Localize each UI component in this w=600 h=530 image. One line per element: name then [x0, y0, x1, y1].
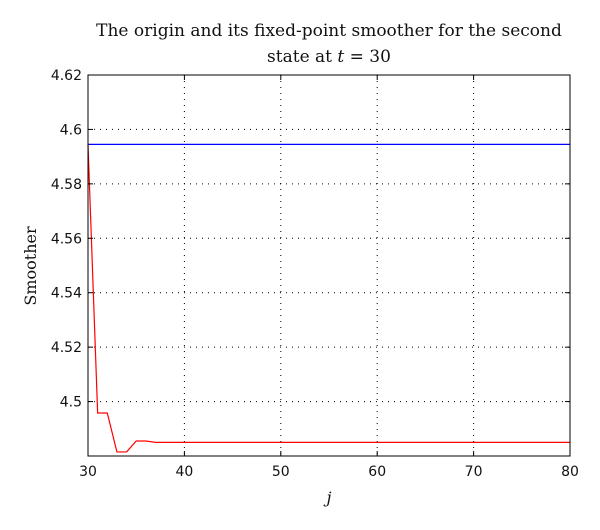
- y-tick-label: 4.58: [51, 177, 82, 193]
- y-tick-label: 4.5: [60, 395, 82, 411]
- x-tick-label: 40: [175, 464, 193, 480]
- series-layer: [87, 143, 570, 453]
- x-tick-label: 80: [561, 464, 579, 480]
- chart-title-line-2-prefix: state at: [267, 47, 337, 67]
- chart-title-line-2-var: t: [337, 47, 344, 67]
- y-axis-label: Smoother: [21, 226, 40, 306]
- y-tick-label: 4.54: [51, 286, 82, 302]
- x-axis-label: j: [324, 488, 332, 507]
- x-tick-label: 30: [79, 464, 97, 480]
- x-tick-label: 70: [465, 464, 483, 480]
- plot-frame: [87, 74, 571, 457]
- y-tick-label: 4.62: [51, 68, 82, 84]
- x-tick-label: 60: [368, 464, 386, 480]
- y-tick-label: 4.52: [51, 340, 82, 356]
- chart-title-line-1: The origin and its fixed-point smoother …: [96, 21, 562, 41]
- series-line-2: [87, 144, 570, 453]
- chart-title-line-2: state at t = 30: [267, 47, 391, 67]
- tick-marks: [87, 74, 571, 456]
- x-tick-labels: 30 40 50 60 70 80: [79, 464, 579, 480]
- y-tick-label: 4.6: [60, 122, 82, 138]
- y-tick-labels: 4.5 4.52 4.54 4.56 4.58 4.6 4.62: [51, 68, 82, 411]
- grid-lines: [88, 75, 570, 456]
- chart-title-line-2-suffix: = 30: [344, 47, 391, 67]
- y-tick-label: 4.56: [51, 231, 82, 247]
- x-tick-label: 50: [272, 464, 290, 480]
